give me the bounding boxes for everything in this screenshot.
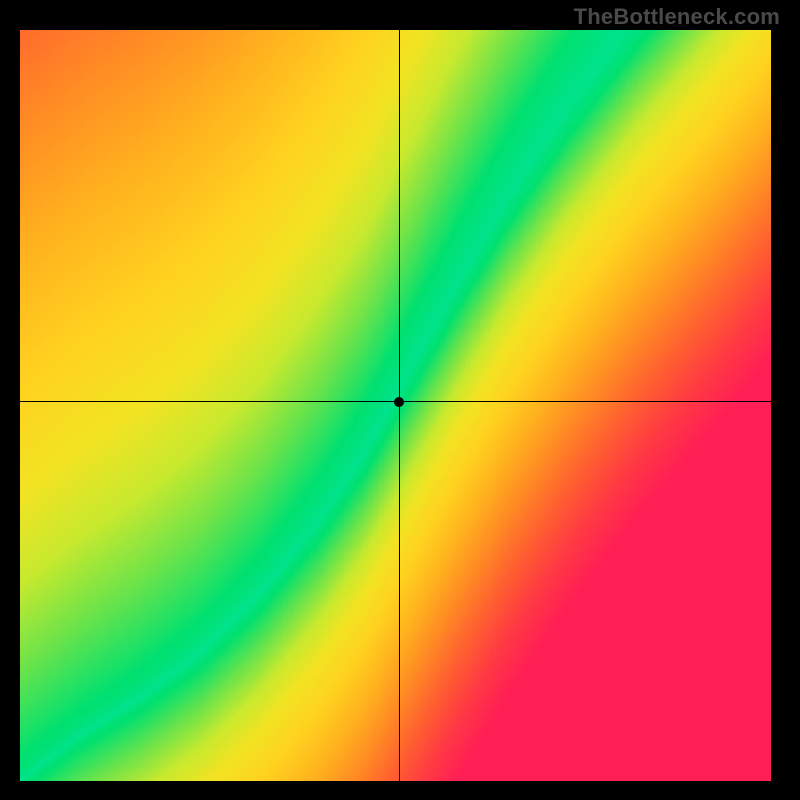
crosshair-marker (394, 397, 404, 407)
heatmap-plot (20, 30, 771, 781)
source-watermark: TheBottleneck.com (574, 4, 780, 30)
chart-stage: TheBottleneck.com (0, 0, 800, 800)
